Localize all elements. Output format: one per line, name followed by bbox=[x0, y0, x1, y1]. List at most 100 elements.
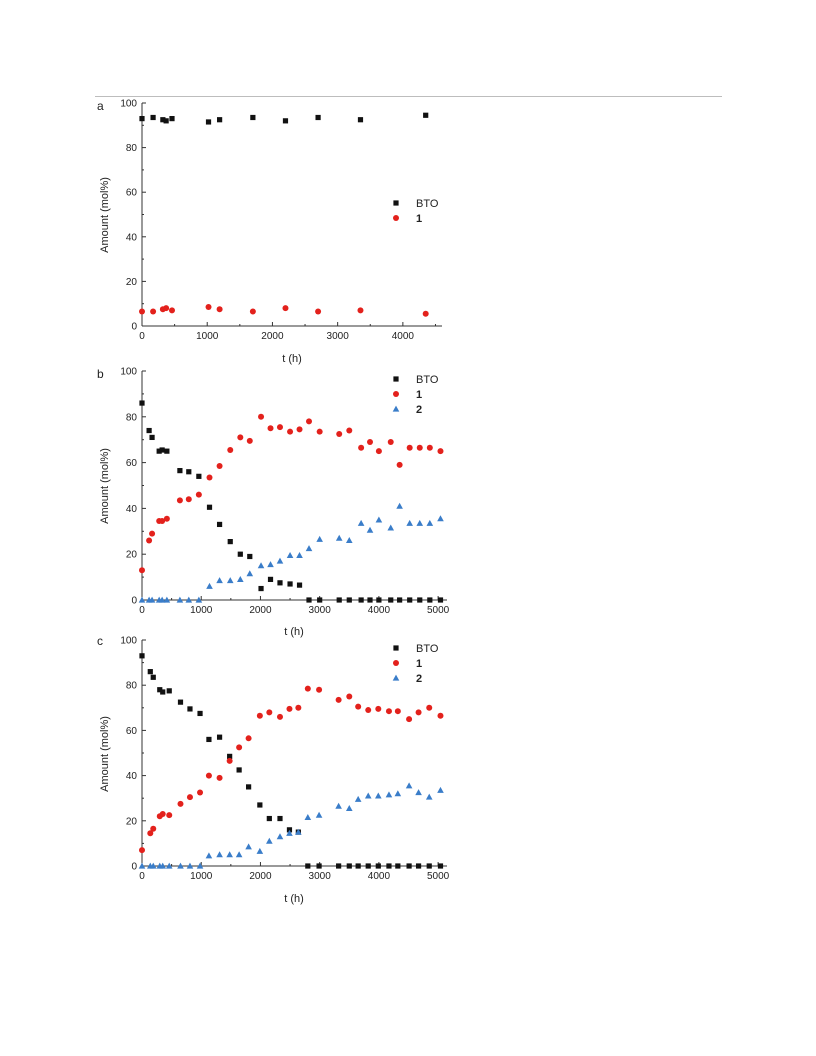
data-point-circle bbox=[246, 437, 253, 444]
x-tick-label: 1000 bbox=[190, 871, 213, 882]
legend-label: 1 bbox=[416, 658, 422, 670]
data-point-triangle bbox=[296, 551, 303, 558]
data-point-circle bbox=[139, 308, 145, 315]
data-point-square bbox=[206, 736, 212, 743]
data-point-circle bbox=[276, 424, 283, 431]
data-point-circle bbox=[169, 307, 175, 314]
data-point-square bbox=[357, 117, 364, 123]
legend-item: BTO bbox=[393, 198, 439, 210]
data-point-triangle bbox=[138, 596, 146, 603]
y-tick-label: 40 bbox=[126, 232, 138, 243]
data-point-circle bbox=[163, 515, 170, 522]
data-point-triangle bbox=[138, 862, 146, 869]
data-point-triangle bbox=[416, 519, 424, 526]
data-point-triangle bbox=[266, 837, 273, 844]
data-point-triangle bbox=[195, 596, 203, 603]
data-point-square bbox=[177, 699, 184, 705]
data-point-square bbox=[287, 581, 293, 587]
data-point-square bbox=[386, 863, 392, 869]
data-point-triangle bbox=[257, 562, 265, 569]
x-tick-label: 5000 bbox=[427, 605, 450, 616]
legend-marker bbox=[393, 376, 399, 382]
data-point-triangle bbox=[335, 534, 343, 541]
data-point-circle bbox=[236, 744, 243, 751]
data-point-square bbox=[160, 689, 166, 695]
data-point-triangle bbox=[315, 811, 323, 818]
x-axis-title: t (h) bbox=[282, 353, 302, 365]
data-point-circle bbox=[177, 800, 184, 807]
data-point-circle bbox=[406, 716, 413, 723]
data-point-triangle bbox=[206, 582, 213, 589]
data-point-circle bbox=[206, 474, 213, 481]
data-point-square bbox=[296, 582, 303, 588]
data-point-square bbox=[376, 597, 382, 603]
data-point-square bbox=[407, 597, 413, 603]
data-point-circle bbox=[258, 413, 265, 420]
data-point-circle bbox=[227, 447, 234, 454]
data-point-triangle bbox=[163, 596, 171, 603]
x-tick-label: 0 bbox=[139, 871, 145, 882]
panel-label: a bbox=[97, 99, 104, 113]
legend-marker bbox=[392, 674, 400, 681]
data-point-triangle bbox=[425, 793, 433, 800]
data-point-circle bbox=[195, 491, 202, 498]
data-point-square bbox=[306, 597, 312, 603]
data-point-circle bbox=[282, 305, 289, 312]
data-point-square bbox=[257, 802, 263, 808]
data-point-square bbox=[397, 597, 403, 603]
x-tick-label: 4000 bbox=[392, 331, 415, 342]
data-point-square bbox=[186, 469, 192, 475]
legend: BTO 1 bbox=[393, 198, 439, 225]
y-tick-label: 40 bbox=[126, 771, 138, 782]
legend-item: 2 bbox=[392, 404, 422, 416]
y-axis-title: Amount (mol%) bbox=[99, 177, 111, 253]
data-point-triangle bbox=[394, 790, 402, 797]
legend-item: BTO bbox=[393, 374, 439, 386]
data-point-square bbox=[147, 669, 153, 675]
data-point-circle bbox=[256, 712, 263, 719]
data-point-triangle bbox=[205, 852, 213, 859]
data-point-square bbox=[177, 468, 183, 474]
x-tick-label: 3000 bbox=[309, 605, 332, 616]
data-point-circle bbox=[216, 774, 223, 781]
data-point-circle bbox=[159, 517, 166, 524]
data-point-square bbox=[139, 116, 145, 122]
data-point-square bbox=[227, 753, 233, 759]
x-tick-label: 2000 bbox=[249, 871, 272, 882]
data-point-square bbox=[164, 448, 170, 454]
data-point-triangle bbox=[177, 862, 184, 869]
data-point-circle bbox=[150, 825, 157, 832]
data-point-circle bbox=[358, 444, 365, 451]
legend-item: 1 bbox=[393, 213, 422, 225]
legend-marker bbox=[393, 215, 399, 221]
data-point-circle bbox=[315, 308, 322, 315]
data-point-square bbox=[277, 815, 283, 822]
data-point-square bbox=[160, 117, 166, 123]
data-points bbox=[138, 400, 444, 603]
legend-marker bbox=[393, 660, 399, 666]
y-tick-label: 100 bbox=[120, 636, 137, 647]
data-points bbox=[139, 112, 429, 317]
data-point-square bbox=[246, 784, 252, 790]
data-point-square bbox=[346, 597, 352, 603]
y-tick-label: 0 bbox=[131, 596, 137, 607]
data-point-circle bbox=[295, 704, 302, 711]
data-point-circle bbox=[159, 811, 166, 818]
data-point-triangle bbox=[216, 577, 223, 584]
data-point-triangle bbox=[185, 596, 193, 603]
data-point-circle bbox=[166, 812, 173, 819]
y-tick-label: 80 bbox=[126, 412, 138, 423]
data-point-circle bbox=[306, 418, 313, 425]
data-point-square bbox=[216, 734, 223, 740]
y-tick-label: 80 bbox=[126, 681, 138, 692]
data-point-square bbox=[197, 710, 203, 717]
data-point-circle bbox=[375, 705, 382, 712]
y-tick-label: 20 bbox=[126, 550, 138, 561]
data-point-square bbox=[427, 597, 433, 603]
data-point-square bbox=[417, 597, 423, 603]
data-point-triangle bbox=[186, 862, 194, 869]
data-point-circle bbox=[336, 430, 343, 437]
